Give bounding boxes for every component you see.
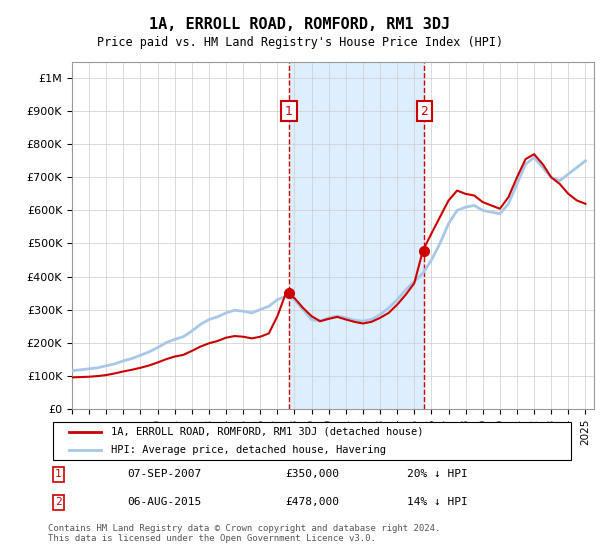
Text: Contains HM Land Registry data © Crown copyright and database right 2024.
This d: Contains HM Land Registry data © Crown c…	[48, 524, 440, 543]
Text: 06-AUG-2015: 06-AUG-2015	[127, 497, 202, 507]
FancyBboxPatch shape	[53, 422, 571, 460]
Text: 14% ↓ HPI: 14% ↓ HPI	[407, 497, 468, 507]
Bar	[289, 62, 424, 409]
Text: 1: 1	[285, 105, 293, 118]
Text: Price paid vs. HM Land Registry's House Price Index (HPI): Price paid vs. HM Land Registry's House …	[97, 36, 503, 49]
Text: HPI: Average price, detached house, Havering: HPI: Average price, detached house, Have…	[112, 445, 386, 455]
Text: 2: 2	[55, 497, 62, 507]
Text: 07-SEP-2007: 07-SEP-2007	[127, 469, 202, 479]
Text: £350,000: £350,000	[286, 469, 340, 479]
Text: 1A, ERROLL ROAD, ROMFORD, RM1 3DJ (detached house): 1A, ERROLL ROAD, ROMFORD, RM1 3DJ (detac…	[112, 427, 424, 437]
Text: 20% ↓ HPI: 20% ↓ HPI	[407, 469, 468, 479]
Text: 2: 2	[420, 105, 428, 118]
Text: 1A, ERROLL ROAD, ROMFORD, RM1 3DJ: 1A, ERROLL ROAD, ROMFORD, RM1 3DJ	[149, 17, 451, 32]
Text: £478,000: £478,000	[286, 497, 340, 507]
Text: 1: 1	[55, 469, 62, 479]
